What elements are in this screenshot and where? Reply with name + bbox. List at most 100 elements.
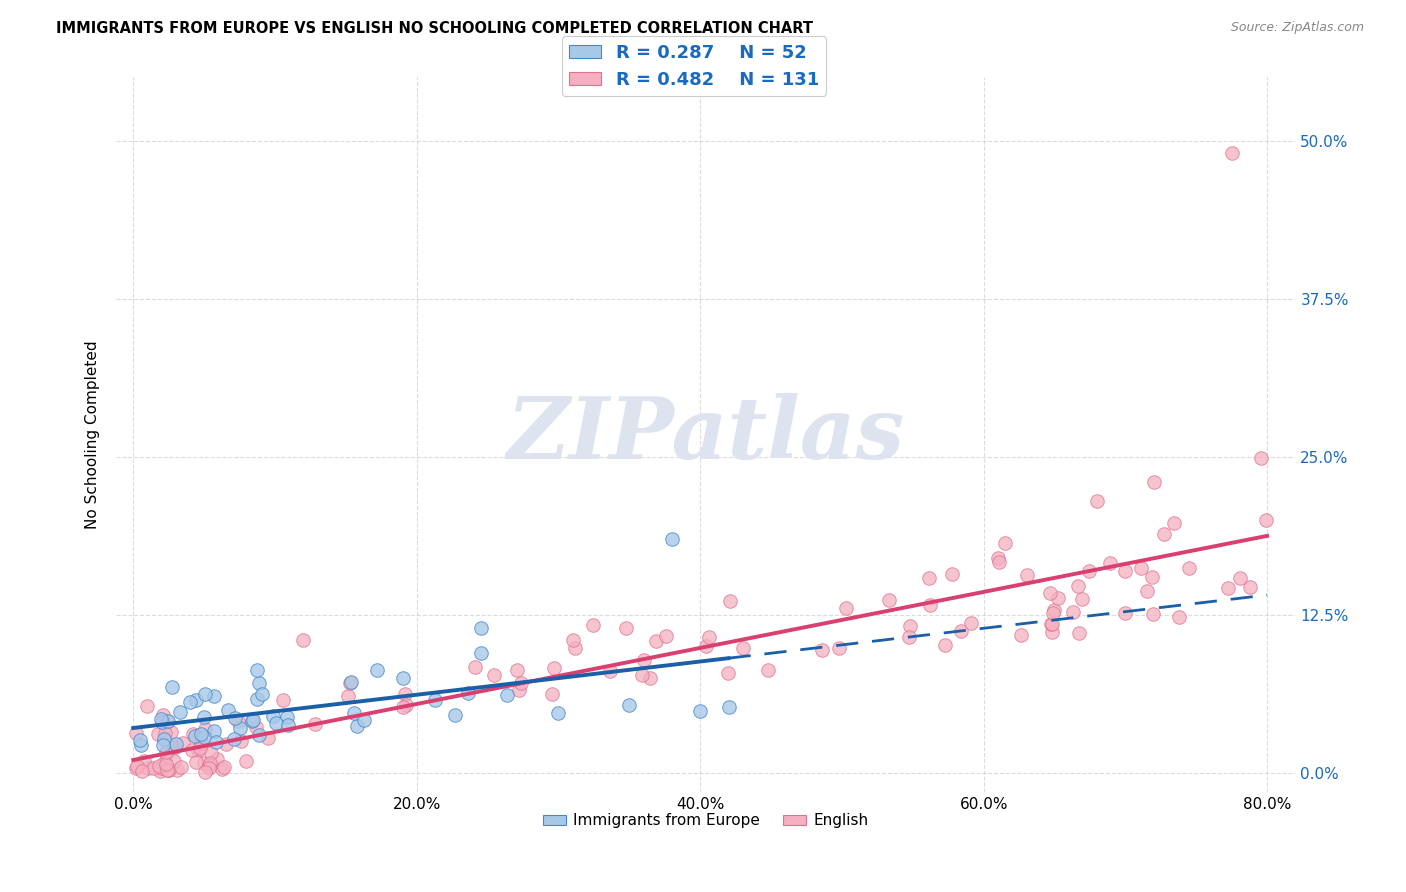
- Point: [717, 700, 740, 714]
- Point: [194, 723, 217, 737]
- Point: [165, 739, 187, 754]
- Point: [156, 763, 179, 777]
- Point: [153, 726, 176, 740]
- Point: [614, 621, 637, 635]
- Point: [1062, 605, 1084, 619]
- Point: [198, 759, 221, 773]
- Point: [394, 687, 416, 701]
- Text: ZIPatlas: ZIPatlas: [506, 393, 905, 476]
- Point: [1168, 610, 1191, 624]
- Point: [1042, 606, 1064, 620]
- Point: [644, 633, 666, 648]
- Point: [1098, 556, 1121, 570]
- Point: [699, 630, 721, 644]
- Point: [470, 646, 492, 660]
- Point: [834, 601, 856, 615]
- Point: [246, 663, 269, 677]
- Point: [229, 721, 252, 735]
- Point: [1047, 591, 1070, 605]
- Point: [181, 727, 204, 741]
- Point: [163, 740, 186, 755]
- Point: [599, 664, 621, 678]
- Point: [153, 731, 176, 746]
- Point: [211, 762, 233, 776]
- Point: [1114, 606, 1136, 620]
- Legend: Immigrants from Europe, English: Immigrants from Europe, English: [537, 807, 875, 834]
- Point: [877, 592, 900, 607]
- Point: [508, 683, 530, 698]
- Point: [129, 733, 152, 747]
- Point: [160, 680, 183, 694]
- Point: [198, 756, 221, 770]
- Point: [146, 727, 169, 741]
- Point: [733, 641, 755, 656]
- Point: [941, 567, 963, 582]
- Point: [443, 708, 465, 723]
- Point: [339, 676, 361, 690]
- Point: [346, 718, 368, 732]
- Point: [689, 704, 711, 718]
- Point: [214, 737, 236, 751]
- Text: Source: ZipAtlas.com: Source: ZipAtlas.com: [1230, 21, 1364, 34]
- Point: [510, 676, 533, 690]
- Point: [276, 710, 298, 724]
- Point: [340, 674, 363, 689]
- Point: [495, 688, 517, 702]
- Text: IMMIGRANTS FROM EUROPE VS ENGLISH NO SCHOOLING COMPLETED CORRELATION CHART: IMMIGRANTS FROM EUROPE VS ENGLISH NO SCH…: [56, 21, 813, 36]
- Point: [262, 709, 284, 723]
- Point: [150, 760, 173, 774]
- Point: [264, 716, 287, 731]
- Point: [131, 764, 153, 779]
- Point: [202, 724, 225, 739]
- Point: [231, 733, 253, 747]
- Point: [470, 621, 492, 635]
- Point: [156, 763, 179, 777]
- Point: [179, 695, 201, 709]
- Point: [1220, 146, 1243, 161]
- Point: [156, 714, 179, 729]
- Point: [217, 703, 239, 717]
- Point: [222, 732, 245, 747]
- Point: [277, 718, 299, 732]
- Point: [170, 760, 193, 774]
- Point: [1114, 564, 1136, 578]
- Point: [547, 706, 569, 720]
- Point: [180, 743, 202, 757]
- Point: [200, 746, 222, 760]
- Point: [194, 687, 217, 701]
- Point: [934, 638, 956, 652]
- Point: [198, 761, 221, 775]
- Point: [506, 663, 529, 677]
- Point: [193, 730, 215, 744]
- Point: [582, 617, 605, 632]
- Point: [619, 698, 641, 712]
- Point: [811, 643, 834, 657]
- Point: [633, 653, 655, 667]
- Point: [150, 713, 173, 727]
- Point: [193, 756, 215, 770]
- Point: [918, 571, 941, 585]
- Point: [1153, 527, 1175, 541]
- Point: [1256, 513, 1278, 527]
- Point: [564, 640, 586, 655]
- Point: [246, 692, 269, 706]
- Point: [136, 761, 159, 775]
- Point: [142, 761, 165, 775]
- Point: [190, 736, 212, 750]
- Point: [1066, 579, 1088, 593]
- Point: [631, 668, 654, 682]
- Point: [987, 551, 1010, 566]
- Point: [828, 641, 851, 656]
- Point: [1142, 570, 1164, 584]
- Point: [562, 633, 585, 648]
- Point: [190, 727, 212, 741]
- Point: [1040, 617, 1063, 632]
- Point: [1136, 583, 1159, 598]
- Point: [425, 693, 447, 707]
- Point: [187, 742, 209, 756]
- Point: [240, 714, 263, 728]
- Point: [1142, 607, 1164, 621]
- Point: [271, 693, 294, 707]
- Point: [148, 758, 170, 772]
- Point: [541, 687, 564, 701]
